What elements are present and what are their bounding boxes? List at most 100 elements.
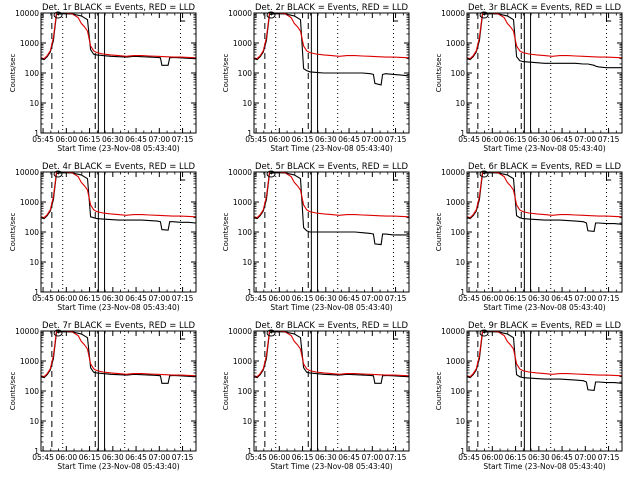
circle-marker-icon [479,11,489,19]
series-line-lld [466,12,623,60]
x-tick-label: 07:00 [575,135,597,144]
bracket-marker-icon [393,14,399,22]
y-tick-label: 100 [451,387,466,396]
x-axis-label: Start Time (23-Nov-08 05:43:40) [483,462,605,471]
x-tick-label: 06:00 [482,135,504,144]
series-line-lld [466,171,623,219]
y-tick-label: 100 [451,228,466,237]
x-tick-label: 06:45 [125,294,147,303]
x-tick-label: 05:45 [245,135,267,144]
y-tick-label: 10 [242,258,252,267]
y-axis-label: Counts/sec [222,213,230,252]
x-tick-label: 07:00 [149,294,171,303]
x-tick-label: 06:15 [292,294,314,303]
circle-marker-icon [479,170,489,178]
y-tick-label: 10000 [15,168,39,177]
circle-marker-icon [479,329,489,337]
bracket-marker-icon [606,14,612,22]
bracket-marker-icon [606,173,612,181]
y-tick-label: 1 [34,288,39,297]
x-tick-label: 06:30 [315,294,337,303]
panel-title: Det. 8r BLACK = Events, RED = LLD [255,321,409,331]
x-tick-label: 05:45 [458,135,480,144]
plot-frame [466,330,623,452]
x-tick-label: 06:45 [551,135,573,144]
x-tick-label: 07:00 [575,294,597,303]
series-line-lld [40,171,197,219]
y-tick-label: 10000 [441,9,465,18]
x-tick-label: 06:30 [102,294,124,303]
y-tick-label: 10000 [441,327,465,336]
y-tick-label: 10 [242,99,252,108]
y-tick-label: 100 [25,69,40,78]
y-tick-label: 100 [25,228,40,237]
series-line-events [466,331,623,391]
y-tick-label: 1000 [446,357,465,366]
bracket-marker-icon [393,173,399,181]
x-tick-label: 06:45 [551,294,573,303]
x-tick-label: 07:00 [149,135,171,144]
bracket-marker-icon [180,173,186,181]
circle-marker-icon [53,11,63,19]
y-axis-label: Counts/sec [222,54,230,93]
series-line-lld [40,330,197,378]
x-tick-label: 06:15 [505,453,527,462]
bracket-marker-icon [606,332,612,340]
y-tick-label: 10000 [441,168,465,177]
x-tick-label: 06:00 [269,135,291,144]
y-tick-label: 1 [247,447,252,456]
plot-frame [40,330,197,452]
x-tick-label: 06:45 [338,135,360,144]
panel-det-8: Det. 8r BLACK = Events, RED = LLD 1 10 100 1… [222,321,410,471]
x-tick-label: 07:15 [172,453,194,462]
x-tick-label: 05:45 [32,294,54,303]
y-tick-label: 100 [451,69,466,78]
y-tick-label: 10000 [228,168,252,177]
x-tick-label: 07:15 [385,294,407,303]
panel-det-7: Det. 7r BLACK = Events, RED = LLD 1 10 100 1… [9,321,197,471]
y-tick-label: 1 [34,129,39,138]
y-tick-label: 100 [25,387,40,396]
x-tick-label: 05:45 [32,453,54,462]
panel-title: Det. 1r BLACK = Events, RED = LLD [42,3,196,13]
y-tick-label: 1000 [233,198,252,207]
series-line-lld [253,330,410,378]
panel-det-9: Det. 9r BLACK = Events, RED = LLD 1 10 100 1… [435,321,623,471]
x-tick-label: 06:15 [292,135,314,144]
series-line-lld [253,171,410,219]
x-axis-label: Start Time (23-Nov-08 05:43:40) [57,462,179,471]
x-tick-label: 07:15 [172,135,194,144]
x-tick-label: 06:00 [56,294,78,303]
circle-marker-icon [53,329,63,337]
y-tick-label: 10000 [15,327,39,336]
x-tick-label: 07:00 [575,453,597,462]
panel-det-2: Det. 2r BLACK = Events, RED = LLD 1 10 100 1… [222,3,410,153]
panel-det-5: Det. 5r BLACK = Events, RED = LLD 1 10 100 1… [222,162,410,312]
panel-det-3: Det. 3r BLACK = Events, RED = LLD 1 10 100 1… [435,3,623,153]
x-axis-label: Start Time (23-Nov-08 05:43:40) [483,303,605,312]
x-tick-label: 07:15 [385,453,407,462]
x-tick-label: 06:15 [79,453,101,462]
x-tick-label: 06:00 [56,453,78,462]
x-axis-label: Start Time (23-Nov-08 05:43:40) [270,303,392,312]
plot-frame [40,171,197,293]
x-tick-label: 06:00 [482,294,504,303]
series-line-events [253,172,409,246]
y-tick-label: 1000 [20,39,39,48]
y-axis-label: Counts/sec [435,54,443,93]
x-tick-label: 07:15 [598,453,620,462]
x-axis-label: Start Time (23-Nov-08 05:43:40) [270,144,392,153]
y-tick-label: 1000 [20,357,39,366]
x-axis-label: Start Time (23-Nov-08 05:43:40) [270,462,392,471]
y-axis-label: Counts/sec [222,372,230,411]
y-tick-label: 10000 [228,327,252,336]
x-tick-label: 06:30 [315,453,337,462]
series-line-events [466,13,622,69]
x-axis-label: Start Time (23-Nov-08 05:43:40) [483,144,605,153]
x-axis-label: Start Time (23-Nov-08 05:43:40) [57,303,179,312]
x-tick-label: 06:30 [528,294,550,303]
y-axis-label: Counts/sec [9,213,17,252]
x-tick-label: 07:00 [362,135,384,144]
y-tick-label: 10 [29,99,39,108]
